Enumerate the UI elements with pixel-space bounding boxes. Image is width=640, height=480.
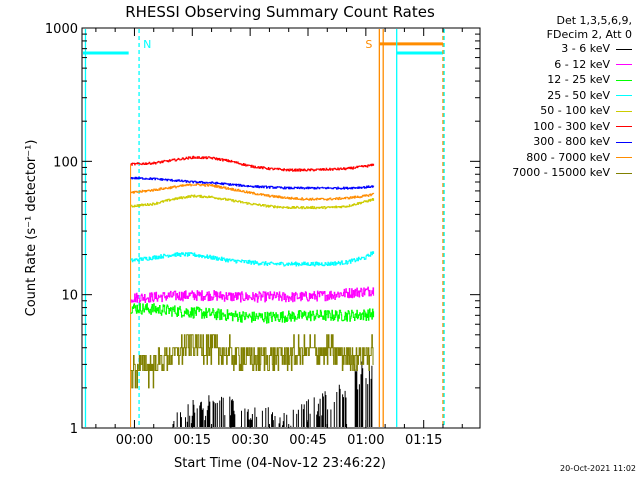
series-line-50to100keV [130,194,375,210]
series-line-800to7000keV [130,183,375,201]
legend-label: 25 - 50 keV [547,88,610,102]
annotation-s: S [365,38,372,51]
legend-swatch [616,172,632,174]
y-tick-label: 1000 [45,22,78,37]
chart-title: RHESSI Observing Summary Count Rates [125,3,435,21]
legend-entry: 300 - 800 keV [533,135,632,148]
legend-entry: 12 - 25 keV [547,73,632,86]
legend-entry: 7000 - 15000 keV [512,166,632,179]
y-tick-label: 100 [53,155,78,170]
legend-swatch [616,48,632,50]
x-tick-label: 00:30 [231,433,268,448]
x-tick-label: 00:15 [174,433,211,448]
legend-swatch [616,64,632,65]
legend-swatch [616,126,632,127]
series-line-25to50keV [130,251,375,267]
y-tick-label: 10 [61,289,78,304]
legend-label: 300 - 800 keV [533,135,610,148]
legend-swatch [616,95,632,96]
legend-swatch [616,141,632,143]
legend-label: 100 - 300 keV [533,119,610,133]
legend-entry: 50 - 100 keV [540,104,632,117]
legend-swatch [616,110,632,112]
legend-swatch [616,79,632,81]
annotation-n: N [143,38,151,51]
axes-frame [81,27,481,429]
x-axis-label: Start Time (04-Nov-12 23:46:22) [174,456,386,471]
x-tick-label: 01:15 [405,433,442,448]
legend-label: 50 - 100 keV [540,104,610,117]
x-tick-label: 01:00 [347,433,384,448]
series-line-3to6keV [173,359,373,427]
legend-header-decimation: FDecim 2, Att 0 [546,28,632,41]
series-line-7000to15000keV [130,334,374,389]
y-tick-label: 1 [70,422,78,437]
series-line-12to25keV [130,303,375,324]
series-line-300to800keV [130,176,375,190]
legend-swatch [616,157,632,158]
legend-entry: 800 - 7000 keV [526,151,632,164]
legend-entry: 100 - 300 keV [533,120,632,133]
legend-entry: 3 - 6 keV [561,42,632,55]
x-tick-label: 00:00 [116,433,153,448]
legend-label: 6 - 12 keV [554,57,610,71]
legend-entry: 25 - 50 keV [547,89,632,102]
y-axis-label: Count Rate (s⁻¹ detector⁻¹) [24,140,39,317]
legend-label: 7000 - 15000 keV [512,166,610,179]
timestamp: 20-Oct-2021 11:02 [560,464,636,473]
legend-label: 800 - 7000 keV [526,150,610,164]
series-line-6to12keV [130,286,375,304]
legend-label: 12 - 25 keV [547,73,610,86]
legend-header-detectors: Det 1,3,5,6,9, [556,14,632,27]
legend-label: 3 - 6 keV [561,42,610,55]
legend-entry: 6 - 12 keV [554,58,632,71]
series-line-100to300keV [130,155,375,172]
x-tick-label: 00:45 [289,433,326,448]
